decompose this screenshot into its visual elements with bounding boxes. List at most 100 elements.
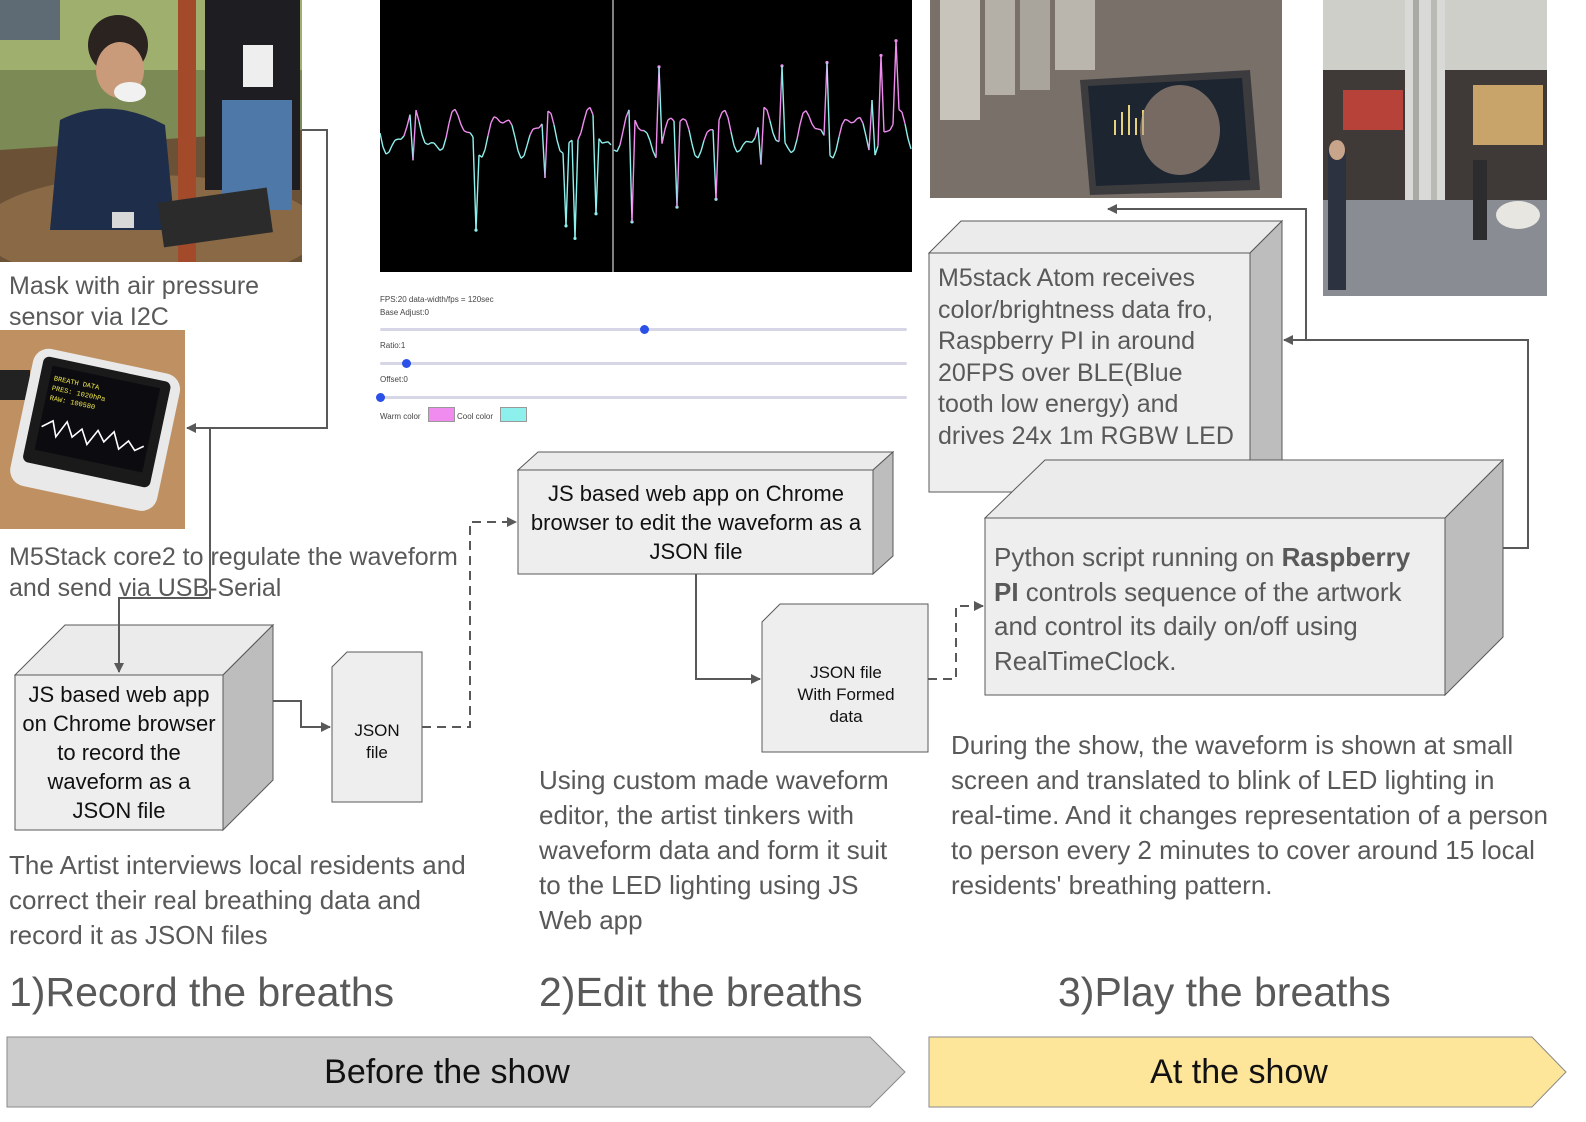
waveform-segment xyxy=(868,99,873,151)
waveform-segment xyxy=(541,123,546,179)
slider-knob[interactable] xyxy=(639,325,649,334)
waveform-segment xyxy=(766,109,771,121)
record-description: The Artist interviews local residents an… xyxy=(9,850,466,950)
waveform-segment xyxy=(790,149,795,154)
waveform-segment xyxy=(703,132,708,141)
json-file-text: JSON file xyxy=(354,721,400,762)
ratio-label: Ratio:1 xyxy=(380,341,406,350)
waveform-segment xyxy=(622,117,627,132)
offset-slider[interactable] xyxy=(376,393,907,402)
waveform-segment xyxy=(763,106,768,111)
waveform-segment xyxy=(418,121,423,135)
waveform-segment xyxy=(463,130,468,133)
waveform-segment xyxy=(523,145,528,156)
waveform-segment xyxy=(826,62,831,156)
slider-knob[interactable] xyxy=(376,393,385,402)
waveform-segment xyxy=(823,62,828,136)
record-app-box xyxy=(13,623,275,832)
record-app-text: JS based web app on Chrome browser to re… xyxy=(22,682,216,823)
waveform-segment xyxy=(547,110,552,115)
waveform-segment xyxy=(385,151,390,155)
phase-at-arrow xyxy=(928,1036,1567,1108)
waveform-segment xyxy=(850,121,855,124)
waveform-segment xyxy=(484,135,489,150)
waveform-segment xyxy=(883,130,888,133)
waveform-segment xyxy=(583,109,588,121)
waveform-segment xyxy=(595,138,600,214)
waveform-segment xyxy=(670,117,675,122)
waveform-segment xyxy=(676,121,681,208)
ratio-slider[interactable] xyxy=(380,359,907,368)
heading-record: 1)Record the breaths xyxy=(9,969,395,1015)
connector-atom-to-screen xyxy=(1107,204,1307,340)
waveform-segment xyxy=(664,119,669,130)
waveform-segment xyxy=(742,141,747,146)
waveform-segment xyxy=(496,117,501,123)
waveform-segment xyxy=(616,144,621,152)
cool-color-picker[interactable] xyxy=(500,407,527,422)
edit-description: Using custom made waveform editor, the a… xyxy=(539,765,889,935)
waveform-segment xyxy=(634,119,639,128)
waveform-segment xyxy=(448,111,453,124)
json-file-shape xyxy=(331,651,423,803)
warm-color-picker[interactable] xyxy=(428,407,455,422)
waveform-segment xyxy=(511,125,516,138)
cool-color-label: Cool color xyxy=(457,412,494,421)
waveform-segment xyxy=(493,116,498,119)
waveform-segment xyxy=(646,132,651,141)
waveform-segment xyxy=(814,127,819,130)
waveform-segment xyxy=(724,110,729,118)
waveform-segment xyxy=(424,142,429,146)
waveform-segment xyxy=(601,141,606,144)
waveform-segment xyxy=(688,129,693,145)
waveform-segment xyxy=(388,145,393,153)
connector-m5stack-to-record xyxy=(114,428,211,673)
waveform-segment xyxy=(733,145,738,153)
waveform-segment xyxy=(895,40,900,110)
base-adjust-slider[interactable] xyxy=(380,325,907,334)
waveform-segment xyxy=(877,55,882,146)
waveform-segment xyxy=(460,124,465,132)
waveform-segment xyxy=(607,141,612,146)
waveform-segment xyxy=(394,138,399,141)
mask-caption: Mask with air pressure sensor via I2C xyxy=(9,272,260,331)
warm-color-label: Warm color xyxy=(380,412,421,421)
waveform-segment xyxy=(550,113,555,126)
photo-mask-interview xyxy=(0,0,302,262)
waveform-segment xyxy=(859,117,864,124)
waveform-segment xyxy=(808,116,813,125)
waveform-segment xyxy=(892,40,897,125)
waveform-segment xyxy=(532,127,537,130)
waveform-segment xyxy=(421,134,426,144)
waveform-segment xyxy=(871,99,876,156)
waveform-segment xyxy=(793,139,798,151)
waveform-segment xyxy=(433,142,438,148)
waveform-segment xyxy=(526,134,531,146)
waveform-segment xyxy=(715,120,720,200)
python-text-bold: Raspberry PI xyxy=(994,542,1411,607)
waveform-segment xyxy=(565,142,570,226)
waveform-segment xyxy=(832,150,837,159)
waveform-segment xyxy=(739,144,744,151)
waveform-segment xyxy=(817,128,822,131)
waveform-segment xyxy=(427,142,432,146)
waveform-segment xyxy=(805,110,810,117)
waveform-segment xyxy=(409,114,414,161)
slider-knob[interactable] xyxy=(402,359,412,368)
waveform-segment xyxy=(592,114,597,214)
edit-app-box xyxy=(516,450,895,576)
waveform-segment xyxy=(658,66,663,144)
waveform-segment xyxy=(631,120,636,222)
waveform-segment xyxy=(904,123,909,139)
waveform-segment xyxy=(796,124,801,140)
connector-json-to-edit xyxy=(422,517,517,728)
waveform-segment xyxy=(799,112,804,125)
waveform-segment xyxy=(619,131,624,146)
heading-edit: 2)Edit the breaths xyxy=(539,969,863,1015)
waveform-segment xyxy=(730,131,735,146)
waveform-segment xyxy=(889,124,894,131)
waveform-segment xyxy=(847,119,852,124)
waveform-segment xyxy=(835,136,840,151)
waveform-segment xyxy=(844,118,849,122)
